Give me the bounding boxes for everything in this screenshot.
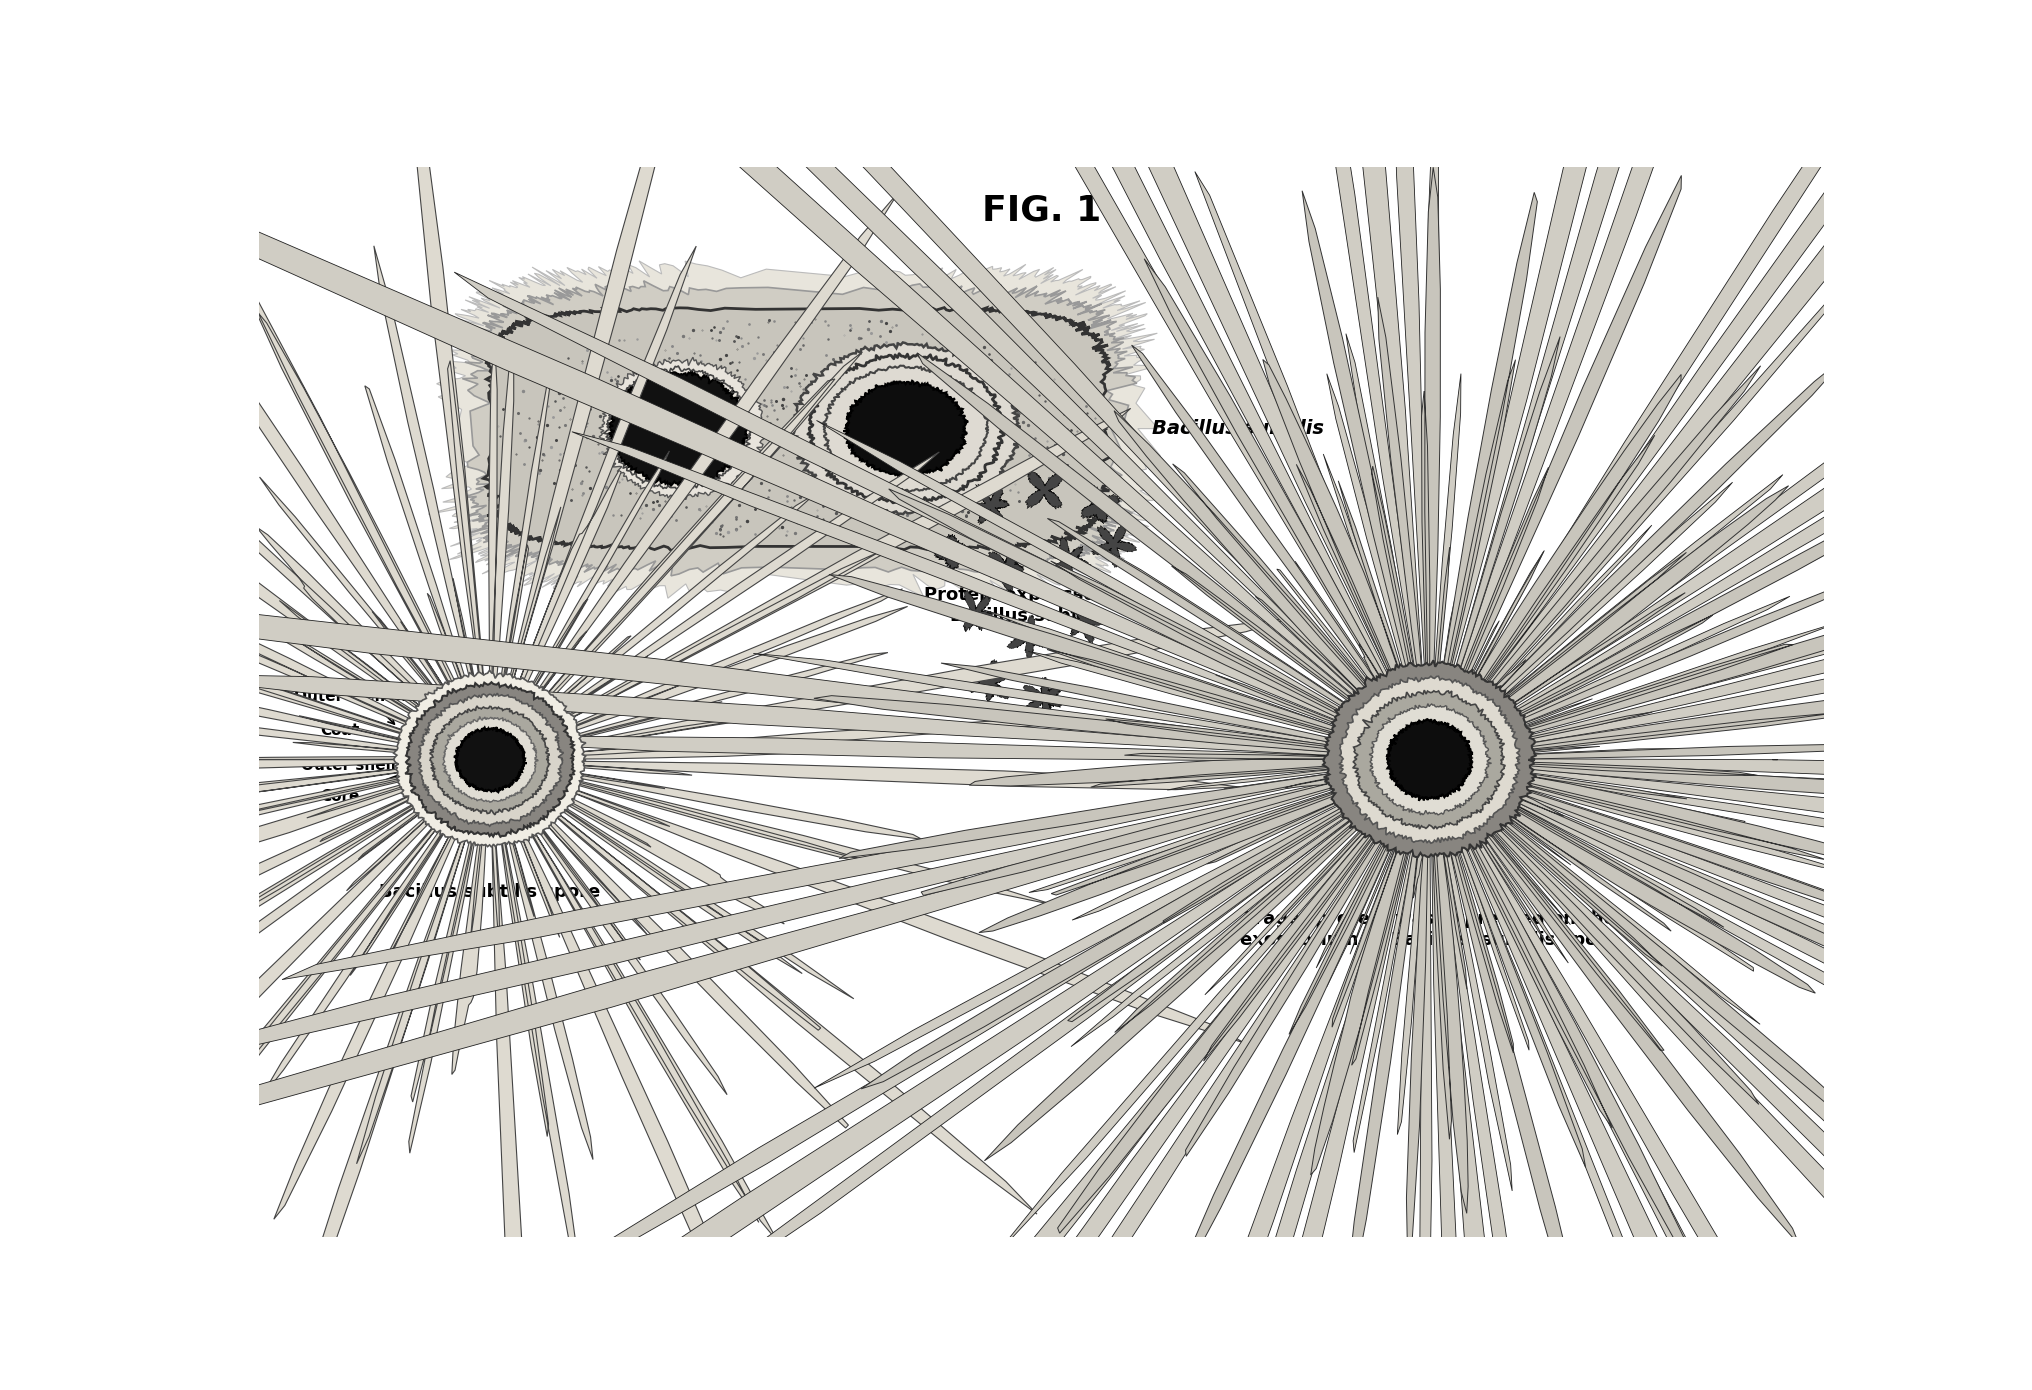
Polygon shape (971, 484, 1010, 527)
Text: Coat: Coat (321, 723, 406, 745)
Polygon shape (951, 591, 996, 632)
Polygon shape (608, 371, 750, 485)
Polygon shape (1081, 482, 1120, 524)
Text: Outer membrane: Outer membrane (295, 689, 441, 724)
Polygon shape (461, 281, 1136, 575)
Polygon shape (1370, 703, 1491, 815)
Polygon shape (1024, 677, 1063, 720)
Polygon shape (1059, 599, 1105, 642)
Polygon shape (988, 546, 1024, 591)
Polygon shape (453, 727, 526, 792)
Polygon shape (599, 357, 766, 499)
Polygon shape (1339, 676, 1520, 844)
Polygon shape (1006, 614, 1046, 659)
Polygon shape (967, 659, 1010, 703)
Polygon shape (1091, 523, 1136, 567)
Polygon shape (394, 670, 585, 847)
Polygon shape (429, 261, 1160, 598)
Text: Bacillus subtilis spore: Bacillus subtilis spore (380, 883, 601, 901)
Text: Outer shell: Outer shell (301, 759, 419, 773)
Polygon shape (790, 342, 1020, 514)
Polygon shape (1026, 470, 1063, 509)
Polygon shape (484, 307, 1114, 550)
Polygon shape (935, 534, 971, 571)
Polygon shape (443, 716, 538, 802)
Polygon shape (1323, 660, 1536, 858)
Polygon shape (815, 167, 2032, 1383)
Polygon shape (419, 694, 563, 826)
Polygon shape (1353, 691, 1506, 828)
Text: Protein expressed in
Bacillus subtilis: Protein expressed in Bacillus subtilis (925, 587, 1134, 626)
Polygon shape (404, 682, 575, 837)
Polygon shape (0, 25, 1292, 1390)
Polygon shape (843, 381, 969, 477)
Polygon shape (1386, 719, 1473, 801)
Text: Core: Core (321, 753, 457, 805)
Polygon shape (429, 706, 551, 815)
Text: Traget protein was expressed on the
exosporium of Bacillus  subtilis spore: Traget protein was expressed on the exos… (1240, 910, 1620, 948)
Text: FIG. 1: FIG. 1 (981, 193, 1101, 228)
Polygon shape (1049, 535, 1091, 581)
Text: Bacillus subtilis: Bacillus subtilis (1152, 420, 1325, 438)
